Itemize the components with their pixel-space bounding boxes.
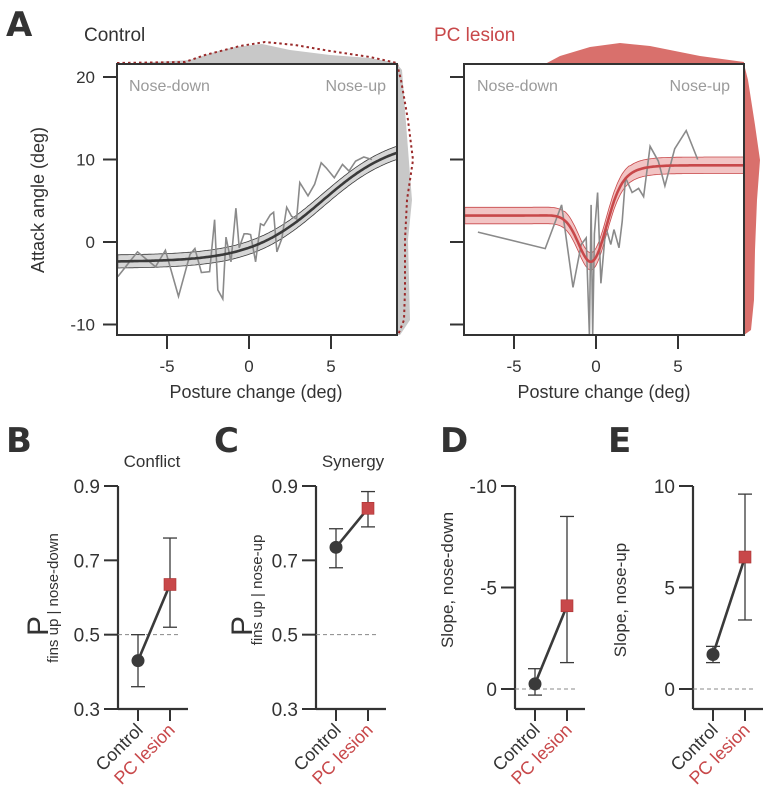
y-label-sub-b: fins up | nose-down — [45, 533, 62, 663]
y-tick-label: 10 — [76, 151, 95, 170]
y-label-p-c: P — [226, 616, 259, 636]
x-tick-label: -5 — [506, 357, 521, 376]
y-tick-label: -5 — [480, 579, 497, 600]
y-tick-label: -10 — [470, 477, 497, 498]
y-tick-label: 0 — [664, 680, 675, 701]
y-tick-label: 0.5 — [272, 626, 298, 647]
y-tick-label: 0 — [86, 233, 95, 252]
x-tick-label: 0 — [244, 357, 253, 376]
y-axis-label-attack-angle: Attack angle (deg) — [28, 127, 48, 273]
raw-data-trace — [477, 128, 699, 336]
connecting-line — [711, 556, 747, 655]
panel-letter-e: E — [608, 421, 631, 461]
connecting-line — [136, 583, 172, 662]
marginal-top-control-density — [117, 44, 397, 64]
data-point-pc-lesion — [361, 501, 375, 515]
marginal-right-lesion-density — [744, 64, 760, 335]
y-label-p-b: P — [22, 616, 55, 636]
marginal-top-lesion-density — [545, 43, 744, 64]
y-tick-label: 10 — [654, 477, 675, 498]
x-axis-label-control: Posture change (deg) — [169, 382, 342, 402]
y-tick-label: 0.7 — [74, 551, 100, 572]
y-label-sub-c: fins up | nose-up — [249, 535, 266, 646]
panel-letter-a: A — [6, 5, 33, 45]
title-conflict: Conflict — [124, 452, 181, 471]
y-tick-label: 0.9 — [74, 477, 100, 498]
y-tick-label: 20 — [76, 68, 95, 87]
annotation-nose-down-control: Nose-down — [129, 78, 210, 95]
fit-line — [117, 151, 397, 263]
y-tick-label: -10 — [70, 316, 95, 335]
raw-data-trace — [117, 156, 373, 302]
panel-letter-c: C — [214, 421, 239, 461]
marginal-right-control-density — [397, 64, 412, 335]
y-tick-label: 0.3 — [74, 700, 100, 721]
plot-frame — [463, 63, 745, 336]
marginal-top-lesion-dotted — [116, 40, 398, 64]
plot-area — [117, 64, 397, 335]
y-axis-label-b: P fins up | nose-down — [22, 533, 62, 663]
panel-letter-b: B — [6, 421, 32, 461]
annotation-nose-down-lesion: Nose-down — [477, 78, 558, 95]
y-axis-label-d: Slope, nose-down — [438, 512, 457, 648]
lesion-title: PC lesion — [434, 25, 515, 46]
y-axis-label-c: P fins up | nose-up — [226, 535, 266, 646]
x-tick-label: 5 — [326, 357, 335, 376]
data-point-control — [528, 677, 542, 691]
y-tick-label: 0.5 — [74, 626, 100, 647]
data-point-pc-lesion — [163, 578, 177, 591]
panel-a-lesion-plot: -5 0 5 — [450, 43, 760, 376]
connecting-line — [334, 507, 370, 549]
data-point-pc-lesion — [560, 599, 574, 613]
marginal-right-lesion-dotted — [396, 63, 415, 336]
y-tick-label: 5 — [664, 579, 675, 600]
control-title: Control — [84, 25, 145, 46]
x-tick-label: 5 — [673, 357, 682, 376]
data-point-control — [329, 540, 343, 554]
x-tick-label: -5 — [159, 357, 174, 376]
panel-a-control-plot: 20 10 0 -10 -5 0 5 — [70, 40, 415, 376]
y-tick-label: 0 — [486, 680, 497, 701]
plot-area — [464, 64, 744, 335]
connecting-line — [533, 605, 569, 685]
panel-letter-d: D — [440, 421, 468, 461]
data-point-pc-lesion — [738, 550, 752, 564]
x-tick-label: 0 — [591, 357, 600, 376]
fit-line — [464, 164, 744, 264]
annotation-nose-up-control: Nose-up — [326, 78, 387, 95]
title-synergy: Synergy — [322, 452, 385, 471]
y-tick-label: 0.3 — [272, 700, 298, 721]
y-tick-label: 0.7 — [272, 551, 298, 572]
y-tick-label: 0.9 — [272, 477, 298, 498]
y-axis-label-e: Slope, nose-up — [611, 543, 630, 657]
plot-frame — [116, 63, 398, 336]
x-axis-label-lesion: Posture change (deg) — [517, 382, 690, 402]
data-point-control — [131, 654, 145, 668]
data-point-control — [706, 647, 720, 661]
annotation-nose-up-lesion: Nose-up — [670, 78, 731, 95]
